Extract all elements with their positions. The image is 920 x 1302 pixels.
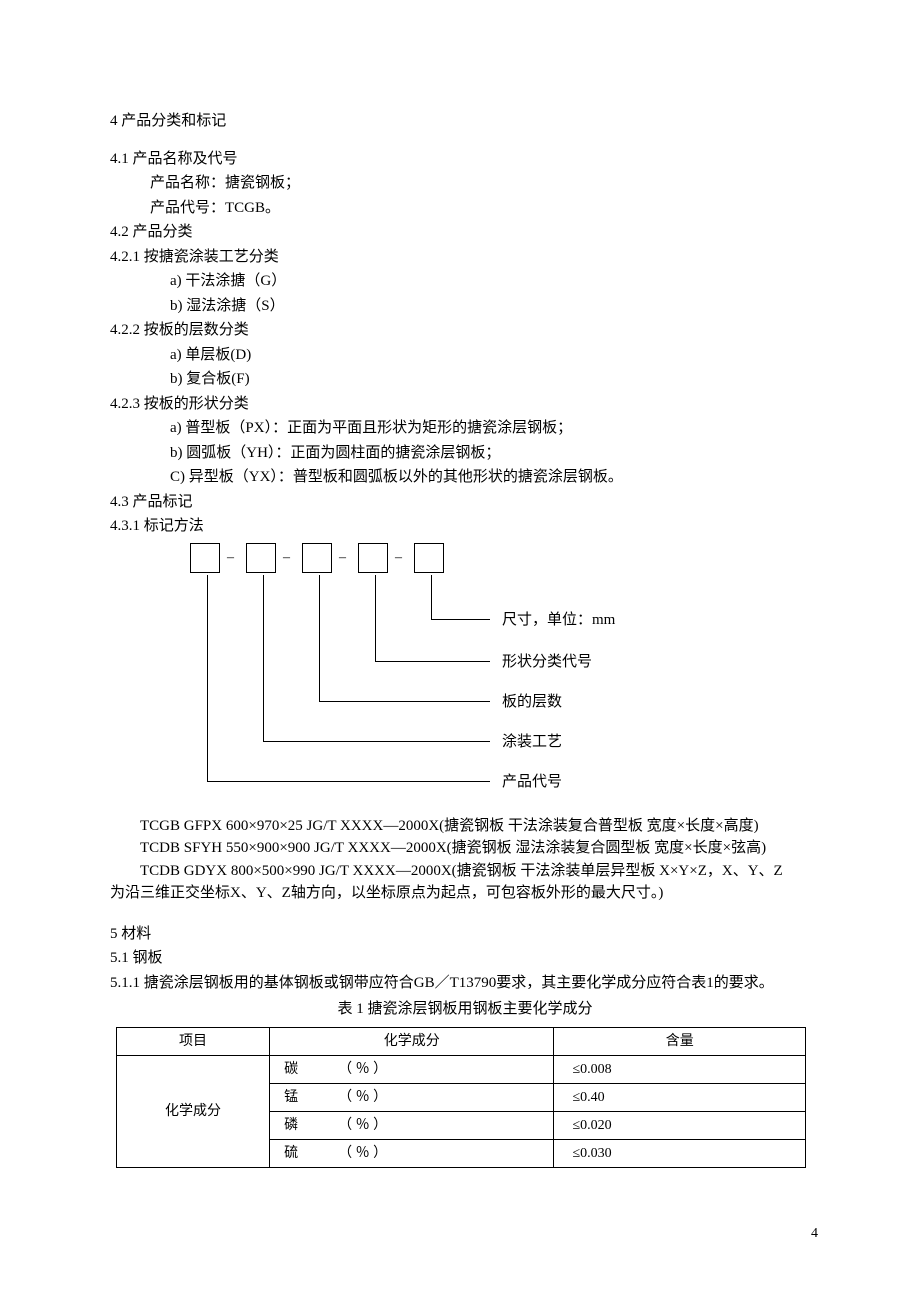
row-label-cell: 化学成分 [117, 1055, 270, 1167]
section-4-2-heading: 4.2 产品分类 [110, 221, 820, 244]
bracket-hline [263, 741, 490, 742]
element-cell: 磷 （ ％ ） [270, 1111, 554, 1139]
item-4-2-2-b: b) 复合板(F) [110, 368, 820, 391]
item-4-2-3-b: b) 圆弧板（YH）：正面为圆柱面的搪瓷涂层钢板； [110, 442, 820, 465]
page-number: 4 [110, 1223, 820, 1244]
bracket-hline [431, 619, 490, 620]
section-4-3-1-heading: 4.3.1 标记方法 [110, 515, 820, 538]
dash-separator: – [395, 547, 402, 568]
table-row: 化学成分碳（ ％ ）≤0.008 [117, 1055, 806, 1083]
bracket-vline [207, 575, 208, 781]
section-5-1-1-text: 5.1.1 搪瓷涂层钢板用的基体钢板或钢带应符合GB／T13790要求，其主要化… [110, 972, 820, 995]
section-5-heading: 5 材料 [110, 923, 820, 946]
unit-label: （ ％ ） [338, 1059, 387, 1080]
element-name: 锰 [284, 1090, 298, 1105]
diagram-label-size: 尺寸，单位：mm [502, 609, 615, 632]
bracket-vline [319, 575, 320, 701]
bracket-vline [431, 575, 432, 619]
section-5-1-heading: 5.1 钢板 [110, 947, 820, 970]
marking-box-5 [414, 543, 444, 573]
marking-box-1 [190, 543, 220, 573]
header-item: 项目 [117, 1027, 270, 1055]
amount-cell: ≤0.030 [554, 1139, 806, 1167]
header-amount: 含量 [554, 1027, 806, 1055]
section-4-2-2-heading: 4.2.2 按板的层数分类 [110, 319, 820, 342]
diagram-label-coating: 涂装工艺 [502, 731, 562, 754]
item-4-2-3-a: a) 普型板（PX）：正面为平面且形状为矩形的搪瓷涂层钢板； [110, 417, 820, 440]
bracket-hline [319, 701, 490, 702]
bracket-hline [207, 781, 490, 782]
section-4-2-1-heading: 4.2.1 按搪瓷涂装工艺分类 [110, 246, 820, 269]
header-composition: 化学成分 [270, 1027, 554, 1055]
unit-label: （ ％ ） [338, 1143, 387, 1164]
element-name: 碳 [284, 1062, 298, 1077]
unit-label: （ ％ ） [338, 1087, 387, 1108]
table-1-title: 表 1 搪瓷涂层钢板用钢板主要化学成分 [110, 998, 820, 1021]
diagram-label-code: 产品代号 [502, 771, 562, 794]
dash-separator: – [227, 547, 234, 568]
example-3b: 为沿三维正交坐标X、Y、Z轴方向，以坐标原点为起点，可包容板外形的最大尺寸。) [110, 882, 820, 905]
bracket-hline [375, 661, 490, 662]
diagram-label-layers: 板的层数 [502, 691, 562, 714]
diagram-label-shape: 形状分类代号 [502, 651, 592, 674]
marking-box-2 [246, 543, 276, 573]
section-4-2-3-heading: 4.2.3 按板的形状分类 [110, 393, 820, 416]
example-2: TCDB SFYH 550×900×900 JG/T XXXX—2000X(搪瓷… [110, 837, 820, 860]
dash-separator: – [339, 547, 346, 568]
marking-box-3 [302, 543, 332, 573]
chemistry-table: 项目 化学成分 含量 化学成分碳（ ％ ）≤0.008锰（ ％ ）≤0.40磷（… [116, 1027, 806, 1168]
amount-cell: ≤0.008 [554, 1055, 806, 1083]
example-block: TCGB GFPX 600×970×25 JG/T XXXX—2000X(搪瓷钢… [110, 815, 820, 905]
element-cell: 碳 （ ％ ） [270, 1055, 554, 1083]
example-1: TCGB GFPX 600×970×25 JG/T XXXX—2000X(搪瓷钢… [110, 815, 820, 838]
example-3a: TCDB GDYX 800×500×990 JG/T XXXX—2000X(搪瓷… [110, 860, 820, 883]
element-name: 硫 [284, 1146, 298, 1161]
product-code-line: 产品代号：TCGB。 [110, 197, 820, 220]
amount-cell: ≤0.40 [554, 1083, 806, 1111]
document-page: 4 产品分类和标记 4.1 产品名称及代号 产品名称：搪瓷钢板； 产品代号：TC… [0, 0, 920, 1284]
item-4-2-1-a: a) 干法涂搪（G） [110, 270, 820, 293]
table-header-row: 项目 化学成分 含量 [117, 1027, 806, 1055]
item-4-2-1-b: b) 湿法涂搪（S） [110, 295, 820, 318]
section-4-heading: 4 产品分类和标记 [110, 110, 820, 133]
amount-cell: ≤0.020 [554, 1111, 806, 1139]
item-4-2-3-c: C) 异型板（YX）：普型板和圆弧板以外的其他形状的搪瓷涂层钢板。 [110, 466, 820, 489]
section-4-3-heading: 4.3 产品标记 [110, 491, 820, 514]
item-4-2-2-a: a) 单层板(D) [110, 344, 820, 367]
bracket-vline [263, 575, 264, 741]
unit-label: （ ％ ） [338, 1115, 387, 1136]
marking-box-4 [358, 543, 388, 573]
section-4-1-heading: 4.1 产品名称及代号 [110, 148, 820, 171]
product-name-line: 产品名称：搪瓷钢板； [110, 172, 820, 195]
element-name: 磷 [284, 1118, 298, 1133]
element-cell: 硫 （ ％ ） [270, 1139, 554, 1167]
bracket-vline [375, 575, 376, 661]
marking-diagram: – – – – 尺寸，单位：mm 形状分类代号板的层数涂装工艺产品代号 [190, 543, 750, 803]
dash-separator: – [283, 547, 290, 568]
element-cell: 锰 （ ％ ） [270, 1083, 554, 1111]
section-5: 5 材料 5.1 钢板 5.1.1 搪瓷涂层钢板用的基体钢板或钢带应符合GB／T… [110, 923, 820, 1168]
